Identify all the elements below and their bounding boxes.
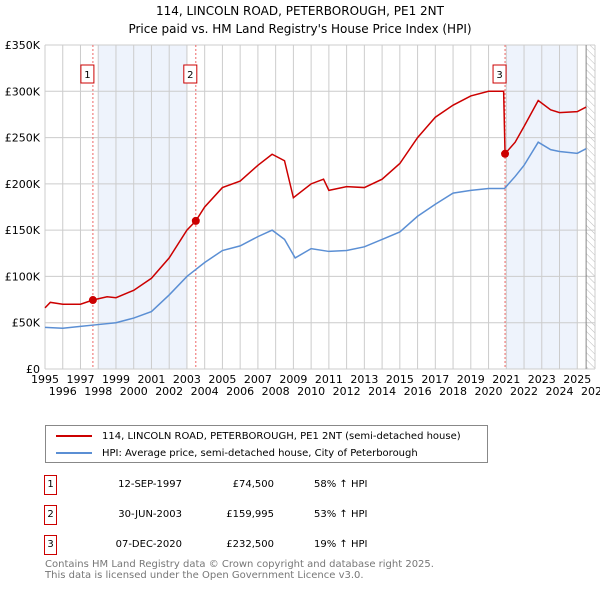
x-tick-label: 2010 (297, 385, 325, 398)
chart-subtitle: Price paid vs. HM Land Registry's House … (128, 22, 472, 36)
x-tick-label: 2017 (421, 373, 449, 386)
x-tick-label: 2008 (262, 385, 290, 398)
sale-label: 2 (187, 70, 193, 81)
y-tick-label: £350K (5, 39, 41, 52)
date: 30-JUN-2003 (118, 509, 182, 520)
sale-label: 1 (84, 70, 90, 81)
x-tick-label: 2014 (368, 385, 396, 398)
x-tick-label: 2019 (457, 373, 485, 386)
y-tick-label: £250K (5, 132, 41, 145)
sale-point (191, 216, 200, 225)
footer-licence: This data is licensed under the Open Gov… (45, 570, 364, 581)
hpi-change: 53% ↑ HPI (314, 509, 368, 520)
x-tick-label: 1997 (66, 373, 94, 386)
x-tick-label: 1998 (84, 385, 112, 398)
x-tick-label: 2016 (404, 385, 432, 398)
shaded-period (98, 45, 187, 369)
x-tick-label: 2004 (191, 385, 219, 398)
y-tick-label: £100K (5, 270, 41, 283)
x-tick-label: 2020 (475, 385, 503, 398)
price: £74,500 (232, 479, 274, 490)
transaction-row: 2 30-JUN-2003 £159,995 53% ↑ HPI (44, 505, 544, 525)
legend-label: HPI: Average price, semi-detached house,… (102, 447, 418, 459)
x-tick-label: 2000 (120, 385, 148, 398)
x-tick-label: 2006 (226, 385, 254, 398)
transaction-row: 1 12-SEP-1997 £74,500 58% ↑ HPI (44, 475, 544, 495)
y-tick-label: £0 (26, 363, 40, 376)
legend-item-hpi: HPI: Average price, semi-detached house,… (56, 446, 418, 460)
x-tick-label: 1995 (31, 373, 59, 386)
y-tick-label: £150K (5, 224, 41, 237)
x-tick-label: 2013 (350, 373, 378, 386)
x-tick-label: 2025 (563, 373, 591, 386)
x-tick-label: 2002 (155, 385, 183, 398)
footer-copyright: Contains HM Land Registry data © Crown c… (45, 559, 434, 570)
price: £232,500 (226, 539, 274, 550)
y-tick-label: £200K (5, 178, 41, 191)
chart-title: 114, LINCOLN ROAD, PETERBOROUGH, PE1 2NT (156, 4, 444, 18)
hpi-change: 19% ↑ HPI (314, 539, 368, 550)
x-tick-label: 2026 (581, 385, 600, 398)
sale-label-box (80, 64, 95, 84)
x-tick-label: 2021 (492, 373, 520, 386)
x-tick-label: 2022 (510, 385, 538, 398)
x-tick-label: 2018 (439, 385, 467, 398)
x-tick-label: 2023 (528, 373, 556, 386)
x-tick-label: 1999 (102, 373, 130, 386)
x-tick-label: 2015 (386, 373, 414, 386)
y-tick-label: £300K (5, 85, 41, 98)
sale-label: 3 (496, 70, 502, 81)
transaction-row: 3 07-DEC-2020 £232,500 19% ↑ HPI (44, 535, 544, 555)
x-tick-label: 2009 (279, 373, 307, 386)
sale-point (501, 149, 510, 158)
legend: 114, LINCOLN ROAD, PETERBOROUGH, PE1 2NT… (45, 425, 488, 463)
forecast-hatch (586, 45, 595, 369)
hpi-change: 58% ↑ HPI (314, 479, 368, 490)
x-tick-label: 2001 (137, 373, 165, 386)
date: 07-DEC-2020 (115, 539, 182, 550)
x-tick-label: 1996 (49, 385, 77, 398)
chart: 1995199619971998199920002001200220032004… (5, 39, 600, 398)
x-tick-label: 2011 (315, 373, 343, 386)
sale-point (88, 296, 97, 305)
x-tick-label: 2005 (208, 373, 236, 386)
marker-badge: 1 (44, 475, 57, 495)
price: £159,995 (226, 509, 274, 520)
y-tick-label: £50K (12, 317, 41, 330)
series-line (44, 141, 587, 330)
marker-badge: 2 (44, 505, 57, 525)
x-tick-label: 2007 (244, 373, 272, 386)
x-tick-label: 2012 (333, 385, 361, 398)
sale-label-box (492, 64, 507, 84)
date: 12-SEP-1997 (118, 479, 182, 490)
x-tick-label: 2003 (173, 373, 201, 386)
sale-label-box (183, 64, 198, 84)
series-line (44, 90, 587, 309)
legend-label: 114, LINCOLN ROAD, PETERBOROUGH, PE1 2NT… (102, 430, 461, 442)
legend-item-property: 114, LINCOLN ROAD, PETERBOROUGH, PE1 2NT… (56, 429, 461, 443)
marker-badge: 3 (44, 535, 57, 555)
x-tick-label: 2024 (546, 385, 574, 398)
